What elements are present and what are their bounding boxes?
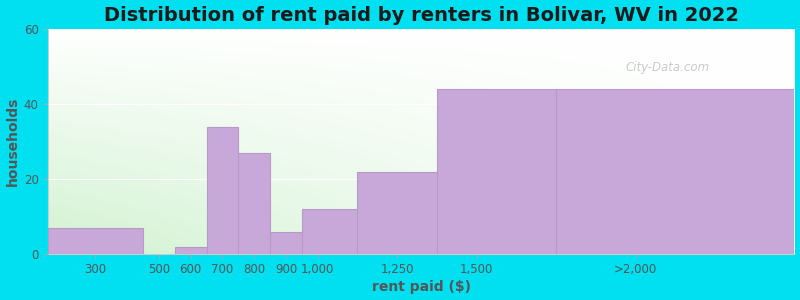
Bar	[206, 127, 238, 254]
Bar	[48, 228, 143, 254]
Bar	[358, 172, 437, 254]
Bar	[556, 89, 794, 254]
Bar	[302, 209, 358, 254]
Bar	[238, 153, 270, 254]
Title: Distribution of rent paid by renters in Bolivar, WV in 2022: Distribution of rent paid by renters in …	[103, 6, 738, 25]
Bar	[174, 247, 206, 254]
X-axis label: rent paid ($): rent paid ($)	[371, 280, 470, 294]
Text: City-Data.com: City-Data.com	[626, 61, 710, 74]
Bar	[270, 232, 302, 254]
Y-axis label: households: households	[6, 97, 19, 186]
Bar	[437, 89, 556, 254]
